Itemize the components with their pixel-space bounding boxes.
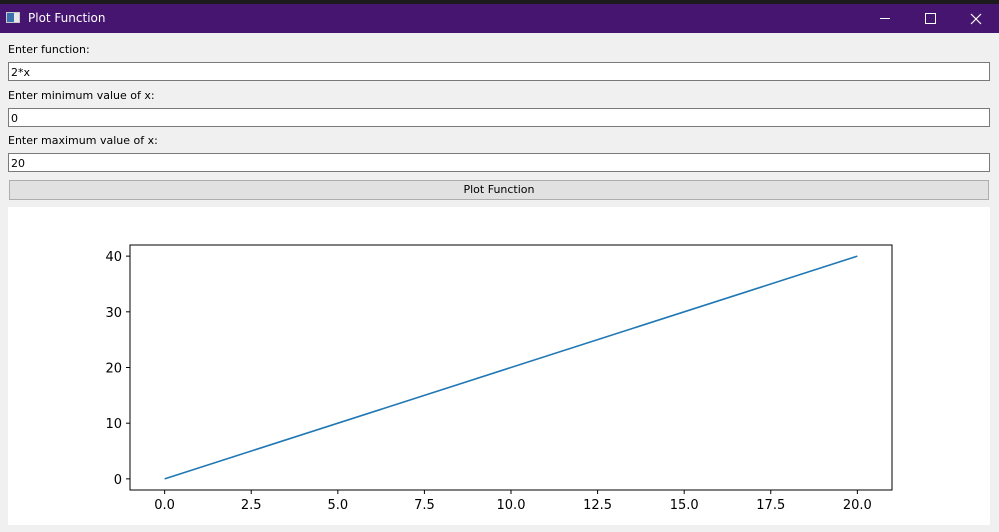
x-tick-label: 0.0 xyxy=(154,498,175,513)
min-x-label: Enter minimum value of x: xyxy=(8,89,155,102)
window-title: Plot Function xyxy=(28,11,106,25)
x-tick-label: 17.5 xyxy=(756,498,785,513)
x-tick-label: 15.0 xyxy=(670,498,699,513)
max-x-label: Enter maximum value of x: xyxy=(8,134,158,147)
series-line xyxy=(164,255,858,480)
close-button[interactable] xyxy=(953,4,999,33)
y-tick-label: 30 xyxy=(105,306,122,321)
max-x-input[interactable] xyxy=(8,153,990,172)
title-bar[interactable]: Plot Function xyxy=(0,4,999,33)
x-tick-label: 2.5 xyxy=(241,498,262,513)
x-tick-label: 12.5 xyxy=(583,498,612,513)
app-icon xyxy=(6,12,20,23)
plot-function-button[interactable]: Plot Function xyxy=(9,180,989,200)
chart: 0.0 2.5 5.0 7.5 10.0 12.5 15.0 17.5 20.0 0 10 20 30… xyxy=(105,244,893,513)
window-top-border xyxy=(0,0,999,4)
function-label: Enter function: xyxy=(8,43,90,56)
x-tick-label: 5.0 xyxy=(327,498,348,513)
plot-canvas: 0.0 2.5 5.0 7.5 10.0 12.5 15.0 17.5 20.0 0 10 20 30… xyxy=(8,207,990,525)
maximize-button[interactable] xyxy=(907,4,953,33)
y-tick-label: 20 xyxy=(105,362,122,377)
minimize-button[interactable] xyxy=(861,4,907,33)
close-icon xyxy=(970,13,982,25)
y-tick-label: 10 xyxy=(105,417,122,432)
y-tick-label: 0 xyxy=(114,473,122,488)
y-tick-label: 40 xyxy=(105,250,122,265)
min-x-input[interactable] xyxy=(8,108,990,127)
x-tick-label: 10.0 xyxy=(497,498,526,513)
function-input[interactable] xyxy=(8,62,990,81)
x-tick-label: 7.5 xyxy=(414,498,435,513)
x-tick-label: 20.0 xyxy=(843,498,872,513)
